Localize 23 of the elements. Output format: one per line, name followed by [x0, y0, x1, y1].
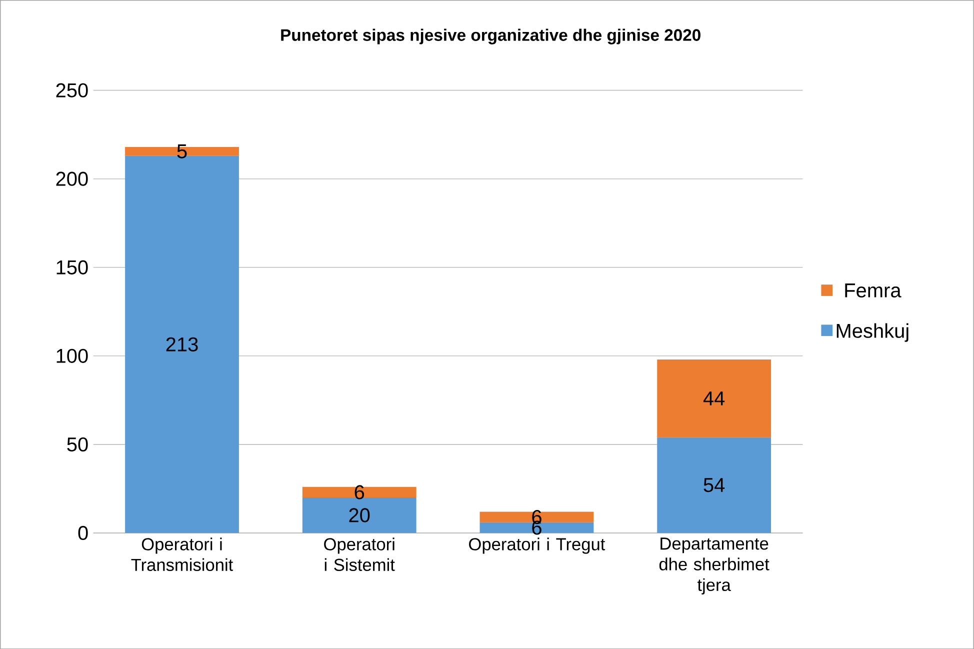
bar: [657, 437, 772, 533]
data-label: 213: [166, 337, 198, 352]
chart-title: Punetoret sipas njesive organizative dhe gjinise 2020: [281, 28, 700, 44]
y-tick-label: 150: [56, 260, 88, 274]
y-tick-label: 100: [56, 348, 88, 363]
y-tick-label: 50: [67, 437, 88, 452]
y-tick-label: 250: [56, 83, 88, 98]
y-tick-label: 0: [78, 526, 88, 540]
y-tick-label: 200: [56, 172, 88, 186]
x-tick-label: Operatori i Transmisionit: [131, 538, 234, 571]
x-tick-label: Departamente dhe sherbimet tjera: [659, 538, 770, 594]
data-label: 44: [703, 391, 725, 406]
legend-label: Meshkuj: [836, 323, 908, 342]
data-label: 20: [349, 508, 370, 522]
bar: [657, 359, 772, 438]
bar: [480, 512, 594, 522]
data-label: 5: [177, 144, 187, 158]
data-label: 6: [354, 485, 364, 500]
data-label: 54: [704, 478, 725, 492]
x-tick-label: Operatori i Sistemit: [324, 538, 395, 571]
x-tick-label: Operatori i Tregut: [469, 538, 606, 554]
bar: [302, 486, 416, 498]
legend-label: Femra: [845, 283, 902, 298]
